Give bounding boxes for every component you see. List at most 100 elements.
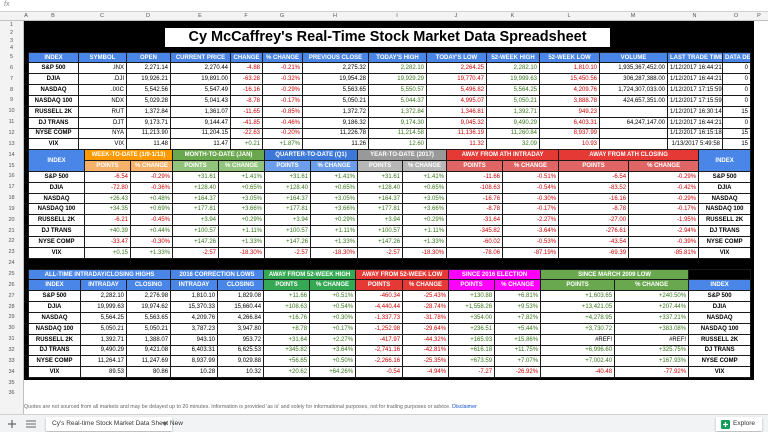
levels-cell: -25.43% xyxy=(402,290,450,303)
group-header: AWAY FROM 52-WEEK LOW xyxy=(355,268,450,281)
row-number: 18 xyxy=(8,195,15,202)
header-cell: VOLUME xyxy=(599,51,668,64)
quote-cell: 1/12/2017 16:30:14 xyxy=(667,105,723,118)
quote-cell: 4,209.76 xyxy=(539,84,600,96)
row-number: 17 xyxy=(8,184,15,191)
performance-cell: +3.66% xyxy=(402,203,448,216)
row-number: 12 xyxy=(8,129,15,136)
quote-cell: 4,995.07 xyxy=(426,94,487,107)
quote-row: NASDAQ 100 NDX 5,029.28 5,041.43 -8.78 -0.17%… xyxy=(28,94,751,107)
levels-cell: -42.81% xyxy=(402,344,450,357)
levels-cell: +165.93 xyxy=(448,333,496,346)
group-header: QUARTER-TO-DATE (Q1) xyxy=(264,149,359,162)
performance-cell: +1.41% xyxy=(310,170,359,183)
performance-cell: -0.29% xyxy=(129,170,174,183)
quote-cell: 9,186.32 xyxy=(302,116,369,129)
subheader-cell: % CHANGE xyxy=(614,279,690,292)
subheader-cell: INDEX xyxy=(28,279,81,292)
performance-cell: -0.39% xyxy=(628,236,700,248)
sheet-tab[interactable]: Cy's Real-time Stock Market Data Sheet N… xyxy=(46,417,183,431)
quote-row: S&P 500 .INX 2,271.14 2,270.44 -4.88 -0.21% 2,… xyxy=(28,62,751,75)
performance-cell: -0.17% xyxy=(628,203,700,216)
levels-cell: +0.50% xyxy=(309,355,357,368)
levels-cell: -28.74% xyxy=(402,301,450,313)
performance-cell: -0.17% xyxy=(502,203,560,216)
formula-bar[interactable]: fx xyxy=(0,0,768,12)
row-number: 32 xyxy=(8,346,15,353)
row-number: 9 xyxy=(9,97,14,104)
quote-cell: -63.28 xyxy=(230,73,263,86)
quote-cell: -16.16 xyxy=(230,84,263,96)
levels-cell: 10.28 xyxy=(170,366,219,379)
index-header: INDEX xyxy=(28,149,85,172)
levels-cell: 9,490.29 xyxy=(80,344,127,357)
quote-row: DJIA .DJI 19,926.21 19,891.00 -63.28 -0.32% 19… xyxy=(28,73,751,86)
quote-cell: 10.93 xyxy=(539,138,600,151)
levels-cell: 89.53 xyxy=(80,366,127,379)
row-number: 2 xyxy=(9,30,14,36)
quote-cell: 9,144.47 xyxy=(170,116,231,129)
column-letter: L xyxy=(567,13,571,19)
header-row: INDEX SYMBOL OPEN CURRENT PRICE CHANGE% CHAN… xyxy=(28,51,751,64)
performance-cell: -2.57 xyxy=(172,246,220,259)
quote-cell: 15 xyxy=(722,127,751,140)
levels-cell: +673.59 xyxy=(448,355,496,368)
levels-cell: +7.07% xyxy=(494,355,542,368)
performance-cell: +0.44% xyxy=(129,225,174,237)
index-cell: NYSE COMP xyxy=(28,127,79,140)
header-cell: TODAY'S LOW xyxy=(426,51,487,64)
levels-cell: 5,564.25 xyxy=(80,311,127,324)
column-letter: H xyxy=(333,13,337,19)
quote-cell: 15,450.56 xyxy=(539,73,600,86)
quote-cell: 5,044.37 xyxy=(368,94,427,107)
subheader-cell: % CHANGE xyxy=(309,279,357,292)
quote-cell: -0.21% xyxy=(262,62,303,75)
performance-row: NASDAQ 100 +34.35 +0.69% +177.81 +3.66% +177.… xyxy=(28,203,752,216)
explore-label: Explore xyxy=(733,420,756,427)
row-number: 24 xyxy=(8,260,15,267)
levels-cell: -40.48 xyxy=(540,366,616,379)
subheader-cell: % CHANGE xyxy=(402,160,448,172)
explore-button[interactable]: Explore xyxy=(716,417,762,431)
footer-notice: Quotes are not sourced from all markets … xyxy=(24,404,477,410)
tab-controls[interactable] xyxy=(6,418,40,430)
row-number: 8 xyxy=(9,86,14,93)
header-cell: TODAY'S HIGH xyxy=(368,51,427,64)
performance-cell: -11.66 xyxy=(446,170,504,183)
header-cell: % CHANGE xyxy=(262,51,303,64)
row-number: 7 xyxy=(9,75,14,82)
row-number: 34 xyxy=(8,368,15,375)
performance-cell: +1.41% xyxy=(218,170,266,183)
performance-cell: -0.29% xyxy=(628,170,700,183)
blank-header xyxy=(688,268,752,281)
levels-cell: +6,996.60 xyxy=(540,344,616,357)
quote-row: RUSSELL 2K RUT 1,372.84 1,361.07 -11.65 -0.85… xyxy=(28,105,751,118)
subheader-cell: % CHANGE xyxy=(310,160,359,172)
performance-cell: -33.47 xyxy=(84,236,131,248)
quote-cell: 15 xyxy=(722,105,751,118)
levels-cell: +325.75% xyxy=(614,344,690,357)
levels-cell: +0.17% xyxy=(309,322,357,335)
group-header: MONTH-TO-DATE (JAN) xyxy=(172,149,266,162)
column-header-bar: A B C D E F G H I J K L M N O P xyxy=(0,12,768,21)
quote-cell: -4.88 xyxy=(230,62,263,75)
row-number: 14 xyxy=(8,151,15,158)
index-cell: NASDAQ 100 xyxy=(28,322,81,335)
index-cell: NASDAQ xyxy=(688,311,752,324)
index-cell: DJIA xyxy=(28,73,79,86)
levels-cell: +337.21% xyxy=(614,311,690,324)
row-number: 16 xyxy=(8,173,15,180)
column-letter: D xyxy=(146,13,150,19)
quote-cell: 11,213.90 xyxy=(126,127,171,140)
group-header: SINCE 2016 ELECTION xyxy=(448,268,542,281)
quote-cell: -11.65 xyxy=(230,105,263,118)
levels-cell: -417.97 xyxy=(355,333,404,346)
performance-cell: +147.26 xyxy=(172,236,220,248)
levels-cell: -25.35% xyxy=(402,355,450,368)
levels-cell: +9.53% xyxy=(494,301,542,313)
levels-cell: +3.64% xyxy=(309,344,357,357)
levels-cell: 953.72 xyxy=(217,333,265,346)
disclaimer-link[interactable]: Disclaimer xyxy=(452,404,477,410)
quote-cell: 19,926.21 xyxy=(126,73,171,86)
performance-cell: -43.54 xyxy=(558,236,630,248)
